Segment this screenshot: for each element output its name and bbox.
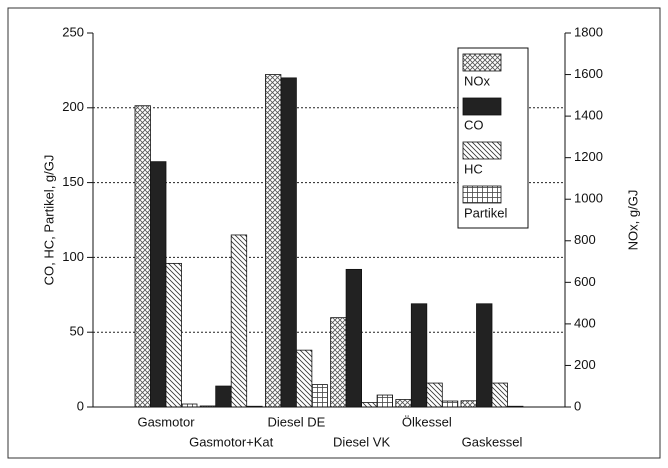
- y2-tick-label: 1600: [574, 66, 603, 81]
- x-tick-label: Ölkessel: [402, 414, 452, 429]
- bar: [230, 234, 248, 408]
- y-tick-label: 200: [62, 99, 84, 114]
- bar: [376, 394, 394, 408]
- x-tick-label: Gasmotor+Kat: [189, 434, 274, 449]
- bar: [280, 77, 297, 408]
- y-tick-label: 50: [70, 324, 84, 339]
- x-tick-label: Diesel VK: [333, 434, 390, 449]
- y2-tick-label: 0: [574, 398, 581, 413]
- bar: [330, 317, 347, 408]
- legend-label: HC: [464, 161, 483, 176]
- x-tick-label: Gaskessel: [462, 434, 523, 449]
- bar: [311, 384, 328, 408]
- legend-swatch: [462, 53, 502, 72]
- x-tick-label: Gasmotor: [137, 414, 195, 429]
- bar: [295, 349, 313, 408]
- y-tick-label: 0: [77, 398, 84, 413]
- bar: [460, 400, 477, 408]
- legend-swatch: [462, 97, 502, 116]
- bar: [215, 385, 232, 408]
- y2-axis-label: NOx, g/GJ: [625, 190, 640, 251]
- x-tick-label: Diesel DE: [268, 414, 326, 429]
- bar: [426, 382, 443, 408]
- bar: [476, 303, 493, 408]
- y2-tick-label: 1200: [574, 149, 603, 164]
- bar: [165, 262, 182, 408]
- y-tick-label: 100: [62, 249, 84, 264]
- legend-label: CO: [464, 117, 484, 132]
- y2-tick-label: 800: [574, 232, 596, 247]
- legend-label: Partikel: [464, 205, 507, 220]
- y2-tick-label: 600: [574, 274, 596, 289]
- bar: [150, 161, 167, 408]
- y2-tick-label: 1400: [574, 108, 603, 123]
- y-tick-label: 250: [62, 24, 84, 39]
- legend-swatch: [462, 141, 502, 160]
- bar: [441, 400, 459, 408]
- y2-tick-label: 400: [574, 315, 596, 330]
- y2-tick-label: 200: [574, 357, 596, 372]
- bar: [345, 268, 363, 408]
- bar: [134, 105, 151, 408]
- bar: [395, 399, 412, 408]
- bar: [264, 74, 282, 408]
- bar: [361, 402, 378, 408]
- y2-tick-label: 1800: [574, 24, 603, 39]
- y-axis-label: CO, HC, Partikel, g/GJ: [41, 155, 56, 286]
- bar: [410, 303, 428, 408]
- legend-swatch: [462, 185, 502, 204]
- legend-label: NOx: [464, 73, 491, 88]
- y2-tick-label: 1000: [574, 191, 603, 206]
- y-tick-label: 150: [62, 174, 84, 189]
- bar: [491, 382, 508, 408]
- frame: [7, 7, 661, 459]
